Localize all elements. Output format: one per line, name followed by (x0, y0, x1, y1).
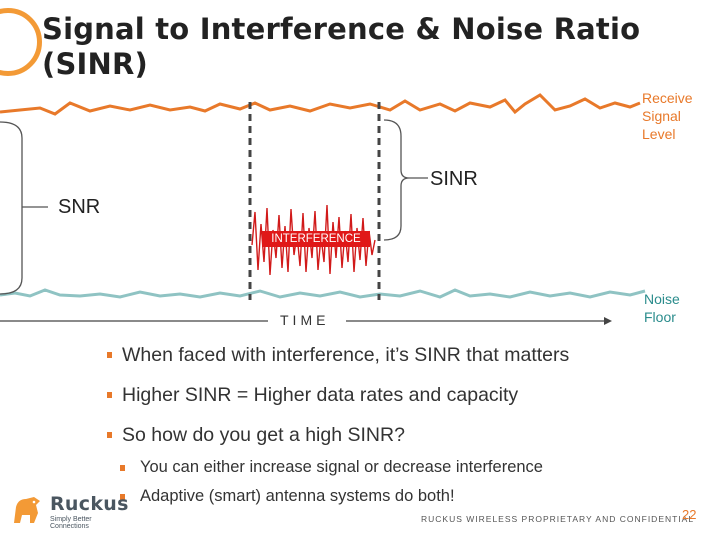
slide-title: Signal to Interference & Noise Ratio (SI… (42, 12, 702, 82)
snr-label: SNR (58, 196, 101, 218)
sinr-bracket (383, 119, 410, 241)
time-axis-arrowhead (604, 317, 612, 325)
receive-signal-label: Receive Signal Level (642, 90, 693, 142)
logo-wordmark: Ruckus (50, 493, 129, 515)
ruckus-logo: Ruckus Simply Better Connections (10, 493, 129, 530)
receive-signal-line (0, 93, 641, 116)
interference-label: INTERFERENCE (262, 231, 370, 247)
bullet-item: Higher SINR = Higher data rates and capa… (107, 380, 707, 420)
bullet-text: When faced with interference, it’s SINR … (122, 344, 570, 366)
title-line-1: Signal to Interference & Noise Ratio (42, 12, 641, 46)
sinr-label: SINR (430, 168, 478, 190)
title-line-2: (SINR) (42, 47, 148, 81)
sub-bullet-item: Adaptive (smart) antenna systems do both… (120, 487, 700, 506)
bullet-marker (107, 352, 112, 358)
time-label: TIME (280, 312, 330, 328)
bullet-list: When faced with interference, it’s SINR … (107, 340, 707, 460)
bullet-item: So how do you get a high SINR? (107, 420, 707, 460)
bullet-marker (120, 494, 125, 500)
bullet-marker (107, 392, 112, 398)
page-number: 22 (682, 507, 697, 522)
logo-tagline: Simply Better Connections (50, 516, 92, 530)
sub-bullet-item: You can either increase signal or decrea… (120, 458, 700, 477)
noise-floor-label: Noise Floor (644, 291, 680, 325)
sub-bullet-text: Adaptive (smart) antenna systems do both… (140, 487, 455, 505)
bullet-marker (107, 432, 112, 438)
snr-bracket (0, 121, 23, 295)
noise-floor-line (0, 288, 646, 299)
bullet-text: So how do you get a high SINR? (122, 424, 405, 446)
bullet-item: When faced with interference, it’s SINR … (107, 340, 707, 380)
dog-icon (14, 497, 40, 523)
bullet-text: Higher SINR = Higher data rates and capa… (122, 384, 519, 406)
confidential-notice: RUCKUS WIRELESS PROPRIETARY AND CONFIDEN… (421, 514, 695, 524)
bullet-marker (120, 465, 125, 471)
sub-bullet-text: You can either increase signal or decrea… (140, 458, 543, 476)
